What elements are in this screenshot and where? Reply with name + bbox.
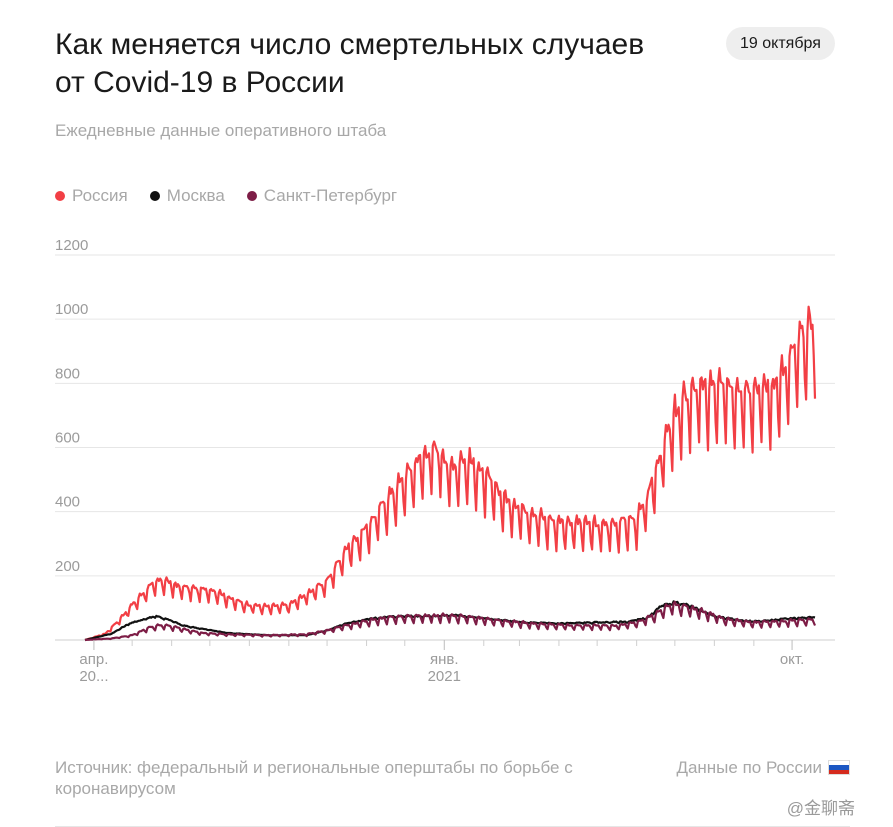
x-tick-label: апр.: [79, 651, 108, 668]
legend-dot-moscow: [149, 191, 160, 201]
russia-flag-icon: [828, 760, 850, 775]
russia-data-link-label[interactable]: Данные по России: [676, 758, 822, 777]
legend-label-spb: Санкт-Петербург: [263, 186, 398, 205]
x-axis: апр.20... янв.2021 окт.: [79, 640, 804, 685]
date-badge: 19 октября: [726, 27, 835, 60]
y-tick-label: 600: [55, 430, 80, 447]
x-tick-label: янв.: [430, 651, 459, 668]
watermark: @金聊斋: [786, 799, 855, 818]
legend-item-moscow: Москва: [149, 186, 225, 206]
legend-label-moscow: Москва: [166, 186, 225, 205]
y-tick-label: 200: [55, 558, 80, 575]
chart-subtitle: Ежедневные данные оперативного штаба: [55, 121, 387, 140]
legend-item-spb: Санкт-Петербург: [246, 186, 398, 206]
source-note: Источник: федеральный и региональные опе…: [55, 758, 573, 798]
line-chart: 200 400 600 800 1000 1200 апр.20... янв.2021 ок…: [55, 237, 835, 685]
chart-title: Как меняется число смертельных случаев о…: [55, 28, 645, 99]
y-tick-label: 800: [55, 365, 80, 382]
legend-dot-spb: [246, 191, 257, 201]
russia-data-link[interactable]: Данные по России: [676, 757, 850, 778]
legend-label-russia: Россия: [72, 186, 128, 205]
chart-grid: 200 400 600 800 1000 1200: [55, 237, 835, 641]
x-tick-label: 2021: [428, 668, 461, 685]
y-tick-label: 400: [55, 494, 80, 511]
legend-dot-russia: [55, 191, 65, 201]
series-line-russia: [84, 305, 817, 642]
x-tick-label: 20...: [79, 668, 108, 685]
chart-series: [84, 305, 817, 642]
x-tick-label: окт.: [780, 651, 804, 668]
series-line-spb: [84, 600, 817, 642]
y-tick-label: 1200: [55, 237, 88, 254]
legend-item-russia: Россия: [55, 186, 128, 206]
legend: Россия Москва Санкт-Петербург: [55, 186, 397, 206]
y-tick-label: 1000: [55, 301, 88, 318]
